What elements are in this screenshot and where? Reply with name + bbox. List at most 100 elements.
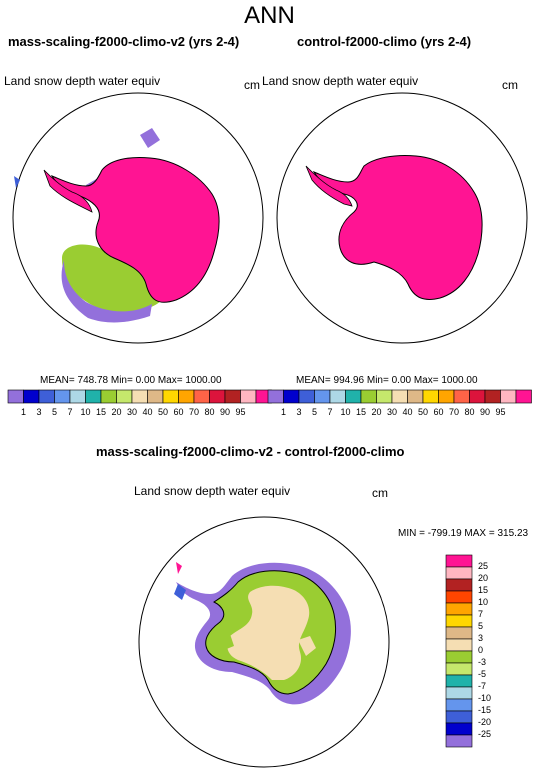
left-colorbar-label: 70 xyxy=(188,407,199,417)
right-colorbar-label: 1 xyxy=(280,407,286,417)
right-colorbar-label: 20 xyxy=(371,407,382,417)
colorbar-swatch xyxy=(445,722,473,736)
colorbar-swatch xyxy=(500,389,517,404)
right-colorbar-label: 3 xyxy=(296,407,302,417)
right-colorbar xyxy=(267,389,532,404)
right-colorbar-label: 15 xyxy=(355,407,366,417)
left-polar-map xyxy=(12,92,264,344)
colorbar-swatch xyxy=(23,389,40,404)
colorbar-swatch xyxy=(131,389,148,404)
difference-field-label: Land snow depth water equiv xyxy=(134,484,291,498)
difference-colorbar-label: 15 xyxy=(478,585,489,595)
difference-colorbar-label: 0 xyxy=(478,645,484,655)
difference-colorbar-label: -25 xyxy=(478,729,492,739)
colorbar-swatch xyxy=(407,389,424,404)
difference-polar-map xyxy=(138,516,390,768)
difference-colorbar-label: -5 xyxy=(478,669,487,679)
left-colorbar-label: 7 xyxy=(67,407,73,417)
left-colorbar-label: 10 xyxy=(80,407,91,417)
left-panel-title: mass-scaling-f2000-climo-v2 (yrs 2-4) xyxy=(8,34,240,49)
difference-units: cm xyxy=(372,486,388,500)
right-panel-title: control-f2000-climo (yrs 2-4) xyxy=(297,34,472,49)
left-colorbar-label: 90 xyxy=(219,407,230,417)
difference-colorbar-label: 7 xyxy=(478,609,484,619)
colorbar-swatch xyxy=(54,389,71,404)
left-colorbar-label: 30 xyxy=(126,407,137,417)
colorbar-swatch xyxy=(445,686,473,700)
colorbar-swatch xyxy=(85,389,102,404)
colorbar-swatch xyxy=(100,389,117,404)
difference-colorbar-label: 25 xyxy=(478,561,489,571)
colorbar-swatch xyxy=(445,710,473,724)
right-colorbar-label: 50 xyxy=(417,407,428,417)
colorbar-swatch xyxy=(360,389,377,404)
colorbar-swatch xyxy=(445,566,473,580)
left-colorbar xyxy=(7,389,272,404)
right-colorbar-label: 95 xyxy=(495,407,506,417)
colorbar-swatch xyxy=(240,389,257,404)
colorbar-swatch xyxy=(445,602,473,616)
colorbar-swatch xyxy=(224,389,241,404)
colorbar-swatch xyxy=(445,662,473,676)
colorbar-swatch xyxy=(376,389,393,404)
left-colorbar-label: 40 xyxy=(142,407,153,417)
colorbar-swatch xyxy=(445,698,473,712)
main-title: ANN xyxy=(244,2,295,29)
colorbar-swatch xyxy=(453,389,470,404)
colorbar-swatch xyxy=(116,389,133,404)
right-colorbar-label: 40 xyxy=(402,407,413,417)
colorbar-swatch xyxy=(445,638,473,652)
colorbar-swatch xyxy=(209,389,226,404)
colorbar-swatch xyxy=(314,389,331,404)
difference-colorbar-label: 3 xyxy=(478,633,484,643)
colorbar-swatch xyxy=(147,389,164,404)
colorbar-swatch xyxy=(329,389,346,404)
difference-colorbar xyxy=(445,554,473,748)
difference-panel-title: mass-scaling-f2000-climo-v2 - control-f2… xyxy=(96,444,405,459)
right-colorbar-label: 5 xyxy=(311,407,317,417)
left-colorbar-label: 20 xyxy=(111,407,122,417)
left-colorbar-label: 95 xyxy=(235,407,246,417)
colorbar-swatch xyxy=(162,389,179,404)
right-colorbar-label: 7 xyxy=(327,407,333,417)
colorbar-swatch xyxy=(422,389,439,404)
difference-colorbar-label: 10 xyxy=(478,597,489,607)
colorbar-swatch xyxy=(445,650,473,664)
right-colorbar-label: 10 xyxy=(340,407,351,417)
left-colorbar-label: 3 xyxy=(36,407,42,417)
colorbar-swatch xyxy=(345,389,362,404)
colorbar-swatch xyxy=(445,674,473,688)
colorbar-swatch xyxy=(391,389,408,404)
colorbar-swatch xyxy=(469,389,486,404)
colorbar-swatch xyxy=(445,578,473,592)
left-units: cm xyxy=(244,78,260,92)
colorbar-swatch xyxy=(69,389,86,404)
difference-colorbar-label: -15 xyxy=(478,705,492,715)
right-colorbar-label: 90 xyxy=(479,407,490,417)
colorbar-swatch xyxy=(267,389,284,404)
colorbar-swatch xyxy=(7,389,24,404)
right-stats: MEAN= 994.96 Min= 0.00 Max= 1000.00 xyxy=(296,375,478,386)
colorbar-swatch xyxy=(445,734,473,748)
left-colorbar-label: 50 xyxy=(157,407,168,417)
colorbar-swatch xyxy=(38,389,55,404)
left-colorbar-label: 15 xyxy=(95,407,106,417)
right-units: cm xyxy=(502,78,518,92)
colorbar-swatch xyxy=(445,554,473,568)
difference-stats: MIN = -799.19 MAX = 315.23 xyxy=(398,528,529,539)
colorbar-swatch xyxy=(515,389,532,404)
colorbar-swatch xyxy=(484,389,501,404)
colorbar-swatch xyxy=(193,389,210,404)
right-colorbar-label: 70 xyxy=(448,407,459,417)
left-stats: MEAN= 748.78 Min= 0.00 Max= 1000.00 xyxy=(40,375,222,386)
difference-colorbar-label: -10 xyxy=(478,693,492,703)
colorbar-swatch xyxy=(445,626,473,640)
right-field-label: Land snow depth water equiv xyxy=(262,74,419,88)
difference-colorbar-label: -3 xyxy=(478,657,487,667)
colorbar-swatch xyxy=(445,614,473,628)
colorbar-swatch xyxy=(438,389,455,404)
left-colorbar-label: 80 xyxy=(204,407,215,417)
left-field-label: Land snow depth water equiv xyxy=(4,74,161,88)
colorbar-swatch xyxy=(178,389,195,404)
